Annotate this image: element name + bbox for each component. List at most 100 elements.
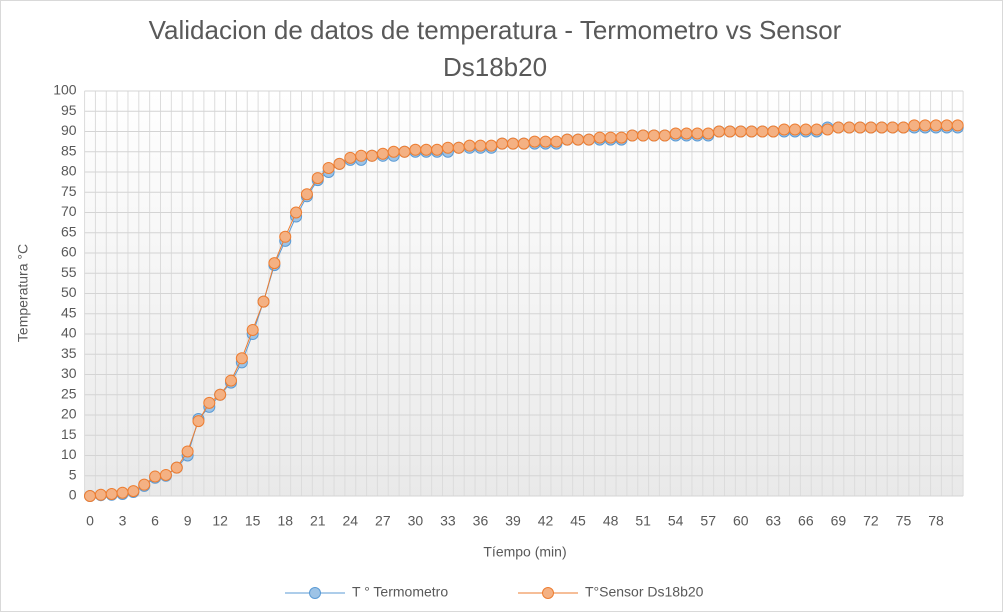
x-tick-label: 45 bbox=[570, 513, 586, 529]
y-tick-label: 25 bbox=[61, 385, 77, 401]
data-point bbox=[799, 123, 812, 136]
data-point bbox=[680, 127, 693, 140]
x-tick-label: 3 bbox=[119, 513, 127, 529]
data-point bbox=[192, 415, 205, 428]
data-point bbox=[734, 125, 747, 138]
y-tick-label: 35 bbox=[61, 345, 77, 361]
data-point bbox=[246, 323, 259, 336]
data-point bbox=[387, 145, 400, 158]
x-tick-label: 9 bbox=[184, 513, 192, 529]
y-tick-label: 75 bbox=[61, 183, 77, 199]
legend-marker bbox=[309, 587, 321, 599]
data-point bbox=[550, 135, 563, 148]
data-point bbox=[528, 135, 541, 148]
data-point bbox=[745, 125, 758, 138]
data-point bbox=[84, 490, 96, 502]
x-tick-label: 21 bbox=[310, 513, 326, 529]
y-tick-label: 95 bbox=[61, 102, 77, 118]
legend-marker bbox=[542, 587, 554, 599]
x-tick-label: 57 bbox=[700, 513, 716, 529]
data-point bbox=[691, 127, 704, 140]
data-point bbox=[723, 125, 736, 138]
data-point bbox=[604, 131, 617, 144]
data-point bbox=[127, 485, 140, 498]
data-point bbox=[669, 127, 682, 140]
data-point bbox=[886, 121, 899, 134]
data-point bbox=[268, 257, 281, 270]
data-point bbox=[333, 157, 346, 170]
y-tick-label: 20 bbox=[61, 406, 77, 422]
data-point bbox=[149, 470, 162, 483]
data-point bbox=[854, 121, 867, 134]
legend-label: T ° Termometro bbox=[352, 584, 448, 600]
data-point bbox=[951, 119, 964, 132]
x-tick-label: 60 bbox=[733, 513, 749, 529]
x-tick-label: 36 bbox=[473, 513, 489, 529]
data-point bbox=[322, 161, 335, 174]
data-point bbox=[235, 352, 248, 365]
data-point bbox=[843, 121, 856, 134]
y-tick-label: 0 bbox=[69, 487, 77, 503]
x-tick-label: 6 bbox=[151, 513, 159, 529]
data-point bbox=[713, 125, 726, 138]
data-point bbox=[572, 133, 585, 146]
data-point bbox=[929, 119, 942, 132]
data-point bbox=[344, 151, 357, 164]
x-tick-label: 42 bbox=[538, 513, 554, 529]
x-tick-label: 15 bbox=[245, 513, 261, 529]
data-point bbox=[778, 123, 791, 136]
x-tick-label: 69 bbox=[831, 513, 847, 529]
data-point bbox=[767, 125, 780, 138]
data-point bbox=[810, 123, 823, 136]
data-point bbox=[159, 468, 172, 481]
data-point bbox=[181, 445, 194, 458]
data-point bbox=[875, 121, 888, 134]
x-tick-label: 63 bbox=[766, 513, 782, 529]
y-tick-label: 65 bbox=[61, 223, 77, 239]
data-point bbox=[452, 141, 465, 154]
x-tick-label: 30 bbox=[408, 513, 424, 529]
y-tick-label: 60 bbox=[61, 244, 77, 260]
x-tick-label: 72 bbox=[863, 513, 879, 529]
y-tick-label: 90 bbox=[61, 122, 77, 138]
data-point bbox=[561, 133, 574, 146]
data-point bbox=[647, 129, 660, 142]
data-point bbox=[864, 121, 877, 134]
x-tick-label: 75 bbox=[896, 513, 912, 529]
data-point bbox=[441, 141, 454, 154]
data-point bbox=[615, 131, 628, 144]
data-point bbox=[474, 139, 487, 152]
x-tick-label: 12 bbox=[212, 513, 228, 529]
data-point bbox=[919, 119, 932, 132]
y-tick-label: 85 bbox=[61, 142, 77, 158]
data-point bbox=[290, 206, 303, 219]
data-point bbox=[832, 121, 845, 134]
data-point bbox=[170, 461, 183, 474]
data-point bbox=[485, 139, 498, 152]
data-point bbox=[94, 488, 107, 501]
y-tick-label: 80 bbox=[61, 163, 77, 179]
y-tick-label: 70 bbox=[61, 203, 77, 219]
data-point bbox=[496, 137, 509, 150]
y-tick-label: 55 bbox=[61, 264, 77, 280]
x-axis-label: Tíempo (min) bbox=[483, 544, 566, 560]
x-tick-label: 78 bbox=[928, 513, 944, 529]
x-tick-label: 33 bbox=[440, 513, 456, 529]
y-tick-label: 10 bbox=[61, 446, 77, 462]
data-point bbox=[788, 123, 801, 136]
y-tick-label: 45 bbox=[61, 304, 77, 320]
x-tick-label: 24 bbox=[343, 513, 359, 529]
x-tick-label: 51 bbox=[635, 513, 651, 529]
data-point bbox=[897, 121, 910, 134]
x-tick-label: 0 bbox=[86, 513, 94, 529]
data-point bbox=[908, 119, 921, 132]
data-point bbox=[257, 295, 270, 308]
data-point bbox=[431, 143, 444, 156]
x-tick-label: 18 bbox=[277, 513, 293, 529]
data-point bbox=[517, 137, 530, 150]
data-point bbox=[582, 133, 595, 146]
data-point bbox=[105, 487, 118, 500]
data-point bbox=[300, 188, 313, 201]
data-point bbox=[756, 125, 769, 138]
